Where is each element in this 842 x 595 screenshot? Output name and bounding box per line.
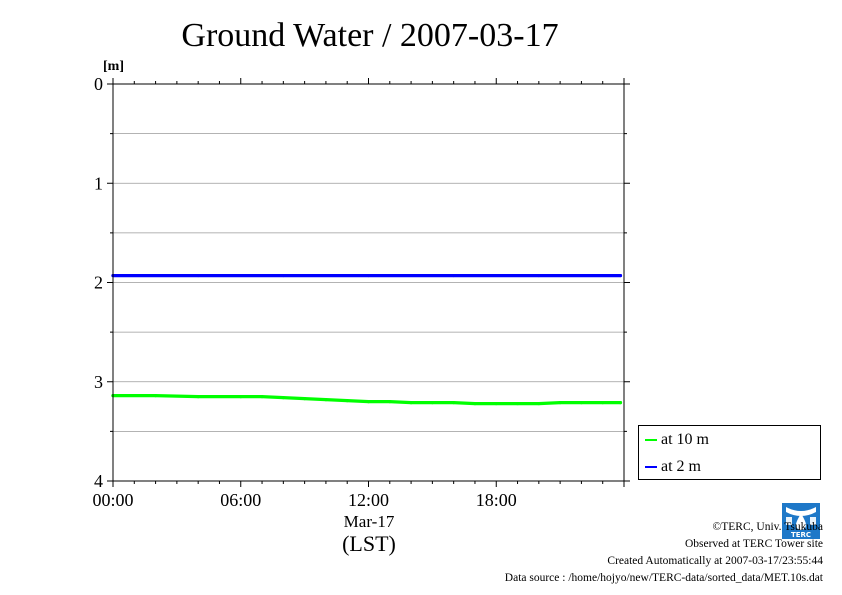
series-point-at-10-m (388, 400, 392, 404)
footer-data-source: Data source : /home/hojyo/new/TERC-data/… (504, 572, 823, 584)
y-axis-unit-label: [m] (103, 59, 124, 74)
footer-copyright: ©TERC, Univ. Tsukuba (712, 521, 823, 533)
legend: at 10 m at 2 m (638, 425, 821, 480)
x-tick-label: 06:00 (220, 490, 261, 510)
series-point-at-10-m (153, 394, 158, 398)
series-point-at-10-m (409, 400, 413, 405)
series-point-at-10-m (281, 396, 285, 400)
logo-text: TERC (791, 531, 811, 539)
y-tick-label: 1 (94, 173, 103, 193)
series-point-at-10-m (618, 400, 623, 405)
series-point-at-2-m (452, 273, 456, 278)
x-axis-date-label: Mar-17 (344, 512, 395, 531)
x-tick-label: 18:00 (476, 490, 517, 510)
legend-swatch-at-2m (645, 466, 657, 468)
series-point-at-2-m (618, 273, 623, 278)
series-line-at-10-m (111, 394, 623, 406)
series-point-at-10-m (345, 399, 349, 403)
series-point-at-2-m (537, 273, 541, 278)
series-point-at-10-m (260, 395, 264, 399)
footer-created: Created Automatically at 2007-03-17/23:5… (607, 555, 823, 567)
legend-swatch-at-10m (645, 439, 657, 441)
x-tick-label: 00:00 (92, 490, 133, 510)
series-point-at-10-m (494, 401, 498, 406)
legend-entry-at-2m: at 2 m (645, 457, 701, 477)
footer-observed: Observed at TERC Tower site (684, 538, 823, 550)
series-point-at-10-m (579, 400, 584, 405)
series-point-at-10-m (324, 398, 328, 402)
y-tick-label: 2 (94, 273, 103, 293)
y-tick-label: 4 (94, 471, 103, 491)
series-layer (111, 273, 623, 406)
series-point-at-10-m (558, 400, 562, 405)
series-point-at-2-m (281, 273, 285, 278)
legend-entry-at-10m: at 10 m (645, 430, 709, 450)
series-point-at-10-m (303, 397, 307, 401)
series-point-at-10-m (196, 395, 200, 399)
y-tick-label: 3 (94, 372, 103, 392)
series-point-at-10-m (239, 395, 243, 399)
terc-logo-icon: TERC (782, 503, 820, 539)
x-tick-label: 12:00 (348, 490, 389, 510)
series-point-at-10-m (366, 400, 371, 404)
axis-ticks: 0 1 2 3 400:00 06:00 12:00 18:00 (92, 74, 630, 510)
y-tick-label: 0 (94, 74, 103, 94)
grid-lines (113, 133, 624, 432)
legend-label-at-2m: at 2 m (661, 458, 701, 475)
series-point-at-10-m (537, 401, 541, 406)
series-point-at-2-m (196, 273, 200, 278)
x-axis-title: (LST) (342, 531, 396, 556)
chart-title: Ground Water / 2007-03-17 (181, 17, 558, 54)
series-point-at-10-m (452, 400, 456, 405)
series-point-at-10-m (601, 400, 605, 405)
series-point-at-10-m (430, 400, 434, 405)
series-point-at-10-m (473, 401, 477, 406)
legend-label-at-10m: at 10 m (661, 431, 709, 448)
series-point-at-10-m (515, 401, 520, 406)
terc-logo: TERC (782, 503, 820, 539)
series-point-at-2-m (366, 273, 371, 278)
